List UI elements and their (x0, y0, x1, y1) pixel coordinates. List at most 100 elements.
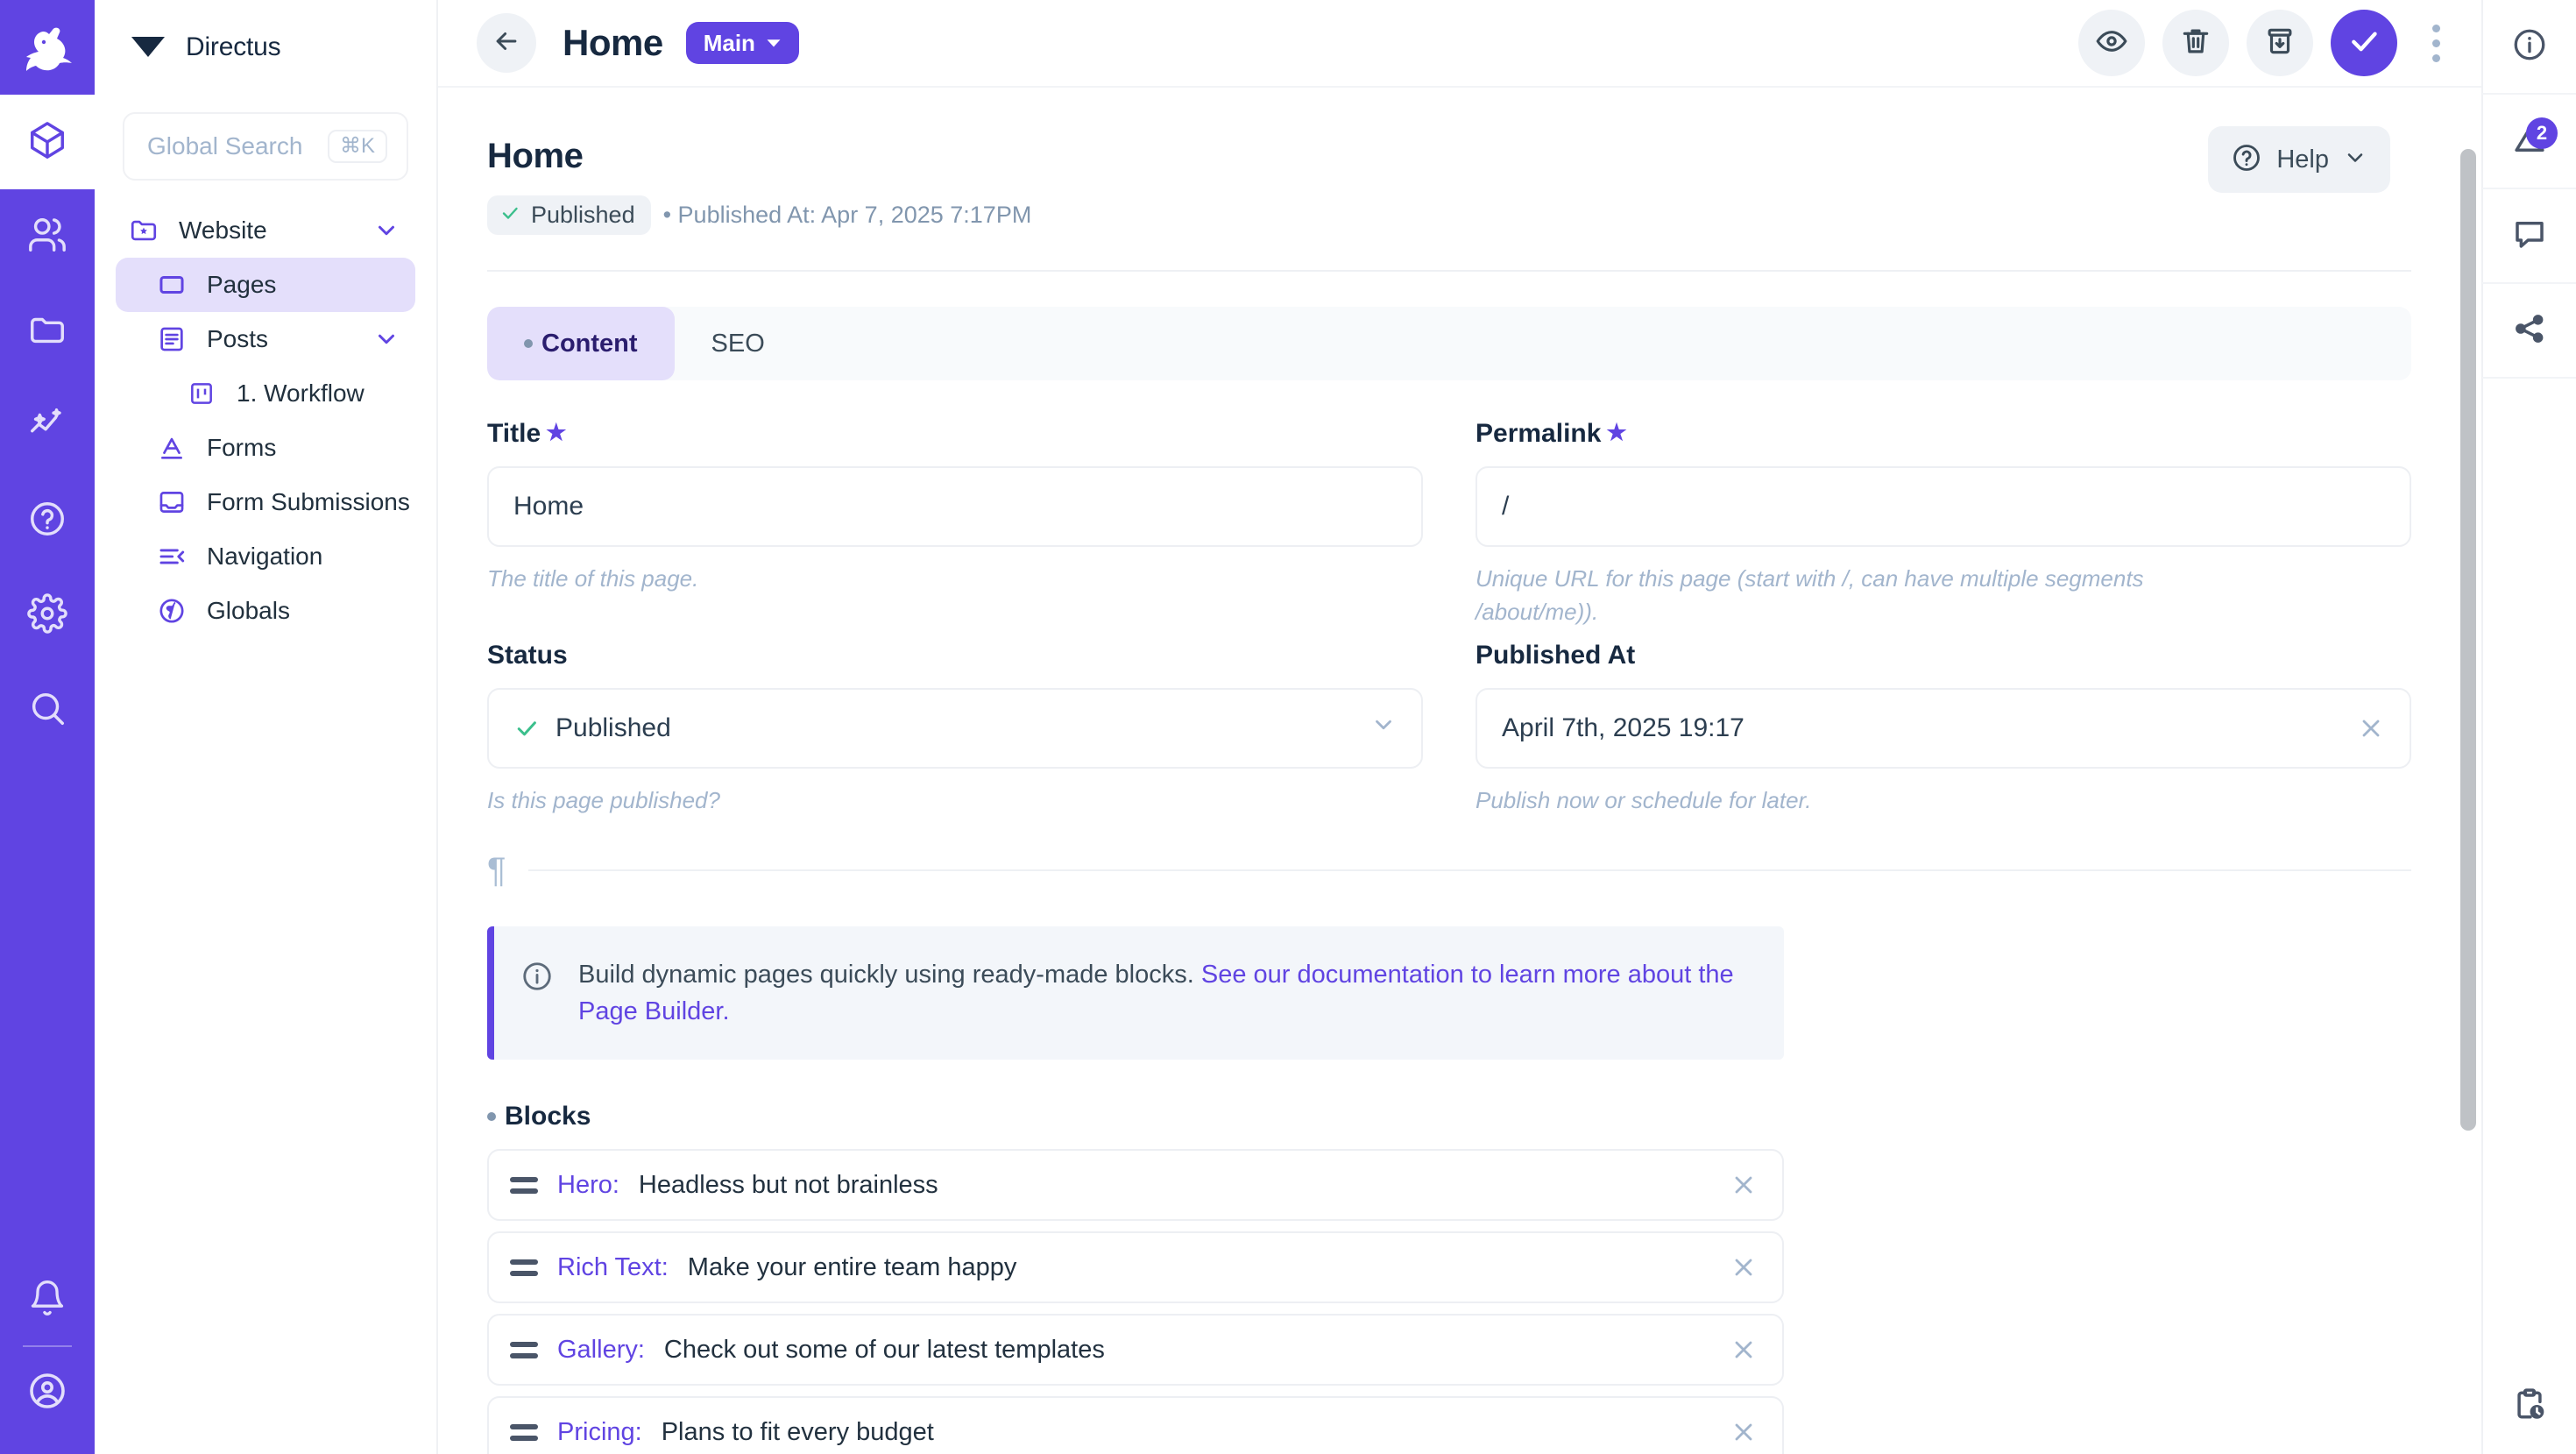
field-label: Title ★ (487, 419, 1423, 449)
collection-tree: Website Pages Posts (95, 181, 436, 638)
directus-wordmark-icon (130, 32, 166, 63)
field-label-text: Status (487, 641, 568, 670)
content-module-icon (27, 120, 67, 165)
sidebar-item-posts[interactable]: Posts (116, 312, 415, 366)
block-type: Rich Text: (557, 1252, 669, 1281)
main-scrollbar[interactable] (2460, 149, 2476, 1131)
title-input[interactable]: Home (487, 466, 1423, 547)
info-circle-icon (520, 956, 554, 1030)
delete-button[interactable] (2162, 10, 2229, 76)
permalink-input[interactable]: / (1476, 466, 2411, 547)
sidebar-item-label: Posts (207, 325, 269, 352)
sidebar-item-forms[interactable]: Forms (116, 421, 415, 475)
close-x-icon[interactable] (1730, 1418, 1758, 1446)
sidebar-item-revisions[interactable]: 2 (2482, 95, 2576, 189)
chevron-down-icon[interactable] (373, 217, 400, 244)
directus-rabbit-logo[interactable] (0, 0, 95, 95)
status-badge: Published (487, 195, 651, 235)
preview-eye-button[interactable] (2078, 10, 2145, 76)
inbox-icon (154, 485, 189, 520)
sidebar-item-flows[interactable] (2482, 1359, 2576, 1454)
notifications-button[interactable] (0, 1258, 95, 1342)
module-rail-item-files[interactable] (0, 284, 95, 379)
close-x-icon[interactable] (1730, 1253, 1758, 1281)
module-rail (0, 0, 95, 1454)
block-row[interactable]: Rich Text: Make your entire team happy (487, 1231, 1784, 1304)
scrollbar-thumb[interactable] (2460, 149, 2476, 1131)
page-title: Home (563, 22, 663, 63)
settings-module-icon (27, 592, 67, 638)
close-x-icon[interactable] (1730, 1336, 1758, 1364)
chevron-down-icon (2343, 145, 2367, 174)
tab-content[interactable]: Content (487, 307, 675, 380)
eye-icon (2095, 25, 2128, 62)
sidebar-item-navigation[interactable]: Navigation (116, 529, 415, 584)
flow-history-icon (2510, 1386, 2549, 1429)
sidebar-item-website[interactable]: Website (116, 203, 415, 258)
block-row[interactable]: Pricing: Plans to fit every budget (487, 1396, 1784, 1454)
kebab-menu-icon[interactable] (2418, 24, 2453, 62)
search-shortcut-badge: ⌘K (327, 130, 387, 163)
help-label: Help (2276, 145, 2329, 174)
help-button[interactable]: Help (2208, 126, 2390, 193)
close-x-icon[interactable] (1730, 1171, 1758, 1199)
sidebar-item-label: Website (179, 216, 267, 244)
main-area: Home Main (438, 0, 2481, 1454)
sidebar-item-comments[interactable] (2482, 189, 2576, 284)
drag-handle-icon[interactable] (510, 1341, 538, 1358)
field-published-at: Published At April 7th, 2025 19:17 Publi… (1476, 641, 2411, 818)
chevron-down-icon (766, 30, 782, 57)
user-account-button[interactable] (0, 1351, 95, 1435)
module-rail-item-content[interactable] (0, 95, 95, 189)
status-line: Published • Published At: Apr 7, 2025 7:… (487, 195, 2411, 235)
sidebar-item-info[interactable] (2482, 0, 2576, 95)
insights-module-icon (27, 404, 67, 449)
save-button[interactable] (2331, 10, 2397, 76)
block-type: Hero: (557, 1170, 619, 1199)
tab-seo[interactable]: SEO (675, 307, 802, 380)
module-rail-item-users[interactable] (0, 189, 95, 284)
question-circle-icon (2231, 142, 2262, 178)
notice-docs-link[interactable]: See our documentation to learn more abou… (578, 961, 1734, 1026)
block-title: Plans to fit every budget (661, 1417, 934, 1446)
info-sidebar-icon (2511, 26, 2548, 67)
back-button[interactable] (477, 13, 536, 73)
module-rail-item-docs[interactable] (0, 473, 95, 568)
notice-text-block: Build dynamic pages quickly using ready-… (578, 956, 1752, 1030)
published-at-input[interactable]: April 7th, 2025 19:17 (1476, 688, 2411, 770)
block-row[interactable]: Hero: Headless but not brainless (487, 1149, 1784, 1222)
sidebar-item-pages[interactable]: Pages (116, 258, 415, 312)
sidebar-item-label: 1. Workflow (237, 379, 364, 407)
module-rail-item-search[interactable] (0, 663, 95, 757)
folder-star-icon (126, 213, 161, 248)
status-select[interactable]: Published (487, 688, 1423, 770)
close-x-icon[interactable] (2357, 714, 2385, 742)
block-row[interactable]: Gallery: Check out some of our latest te… (487, 1314, 1784, 1387)
search-input[interactable]: Global Search ⌘K (123, 112, 408, 181)
archive-button[interactable] (2247, 10, 2313, 76)
chevron-down-icon[interactable] (373, 326, 400, 352)
user-account-icon (26, 1370, 68, 1416)
right-sidebar: 2 (2481, 0, 2576, 1454)
branch-selector[interactable]: Main (685, 22, 799, 64)
tab-bar: Content SEO (487, 307, 2411, 380)
sidebar-item-workflow[interactable]: 1. Workflow (116, 366, 415, 421)
tab-changed-dot (524, 339, 533, 348)
project-header[interactable]: Directus (95, 0, 436, 95)
drag-handle-icon[interactable] (510, 1259, 538, 1276)
check-icon (2346, 24, 2381, 63)
form-grid: Title ★ Home The title of this page. Per… (487, 419, 2411, 830)
blocks-list: Hero: Headless but not brainless Rich Te… (487, 1149, 1784, 1454)
blocks-section-label: Blocks (487, 1102, 2411, 1131)
module-rail-item-insights[interactable] (0, 379, 95, 473)
module-rail-item-settings[interactable] (0, 568, 95, 663)
sidebar-item-globals[interactable]: Globals (116, 584, 415, 638)
drag-handle-icon[interactable] (510, 1176, 538, 1194)
drag-handle-icon[interactable] (510, 1423, 538, 1441)
sidebar-item-share[interactable] (2482, 284, 2576, 379)
page-builder-notice: Build dynamic pages quickly using ready-… (487, 926, 1784, 1060)
pages-icon (154, 267, 189, 302)
posts-icon (154, 322, 189, 357)
sidebar-item-form-submissions[interactable]: Form Submissions (116, 475, 415, 529)
